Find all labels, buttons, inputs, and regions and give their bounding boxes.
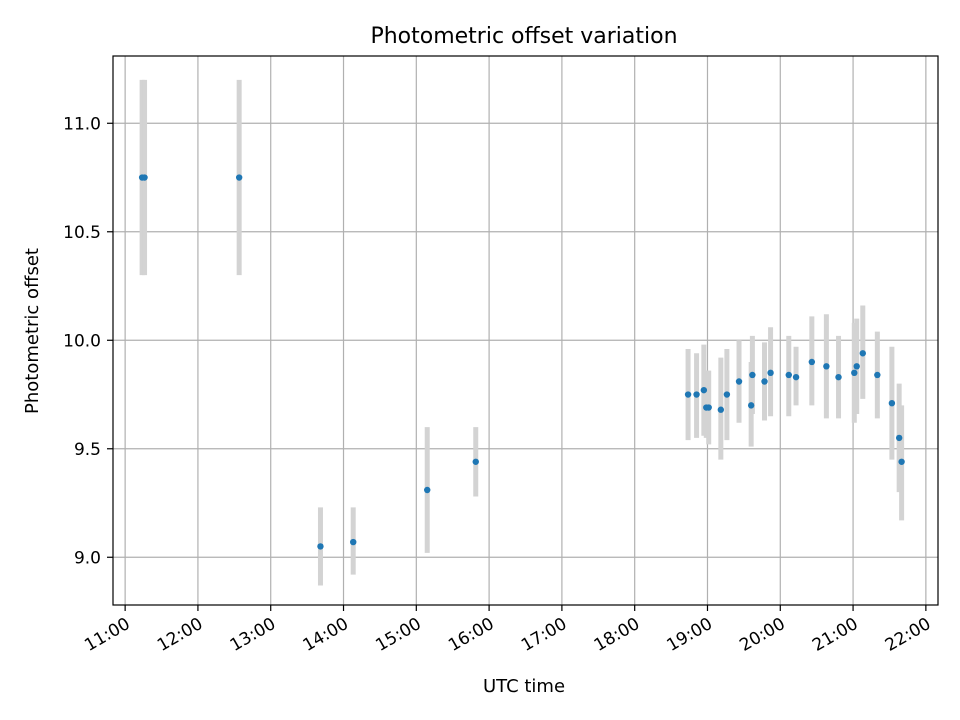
x-axis-label: UTC time <box>483 676 565 697</box>
data-point <box>808 358 816 366</box>
data-point <box>859 350 866 357</box>
y-tick-label: 10.5 <box>63 223 101 243</box>
data-point <box>723 391 731 398</box>
data-point <box>235 174 243 181</box>
data-point <box>749 371 756 379</box>
plot-frame <box>112 55 939 606</box>
data-point <box>823 363 830 370</box>
data-point <box>895 434 903 442</box>
data-point <box>767 369 774 377</box>
data-point <box>424 486 431 494</box>
data-point <box>874 371 881 379</box>
y-axis-label: Photometric offset <box>22 248 43 414</box>
data-point <box>735 378 743 385</box>
data-point <box>835 373 842 381</box>
data-point <box>700 386 708 394</box>
data-point <box>853 363 860 370</box>
data-point <box>693 391 700 398</box>
data-point <box>898 458 905 465</box>
data-point <box>717 406 725 413</box>
data-point <box>705 404 712 411</box>
data-point <box>785 371 792 379</box>
data-points <box>138 174 905 550</box>
data-point <box>317 543 324 550</box>
y-tick-label: 10.0 <box>63 331 101 351</box>
data-point <box>888 399 896 407</box>
y-tick-label: 11.0 <box>63 114 101 134</box>
data-point <box>472 458 479 465</box>
data-point <box>747 402 755 409</box>
data-point <box>350 538 357 546</box>
data-point <box>684 391 692 398</box>
y-axis-ticks: 9.0 9.5 10.0 10.5 11.0 <box>63 114 113 568</box>
chart-title: Photometric offset variation <box>370 24 677 49</box>
y-tick-label: 9.0 <box>74 548 101 568</box>
data-point <box>792 373 800 381</box>
y-tick-label: 9.5 <box>74 440 101 460</box>
data-point <box>141 174 148 181</box>
data-point <box>761 378 768 385</box>
data-point <box>851 369 858 377</box>
